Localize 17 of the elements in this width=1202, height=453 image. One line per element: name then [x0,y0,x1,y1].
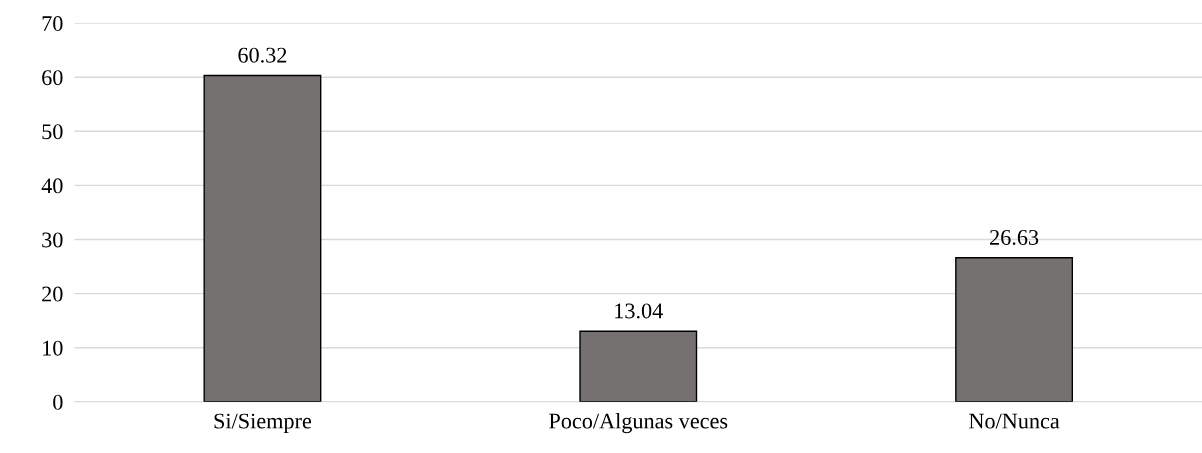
bar [579,330,698,402]
data-label: 13.04 [615,303,663,319]
bar [955,257,1074,402]
y-tick-label: 30 [42,232,63,248]
data-label: 26.63 [990,229,1039,245]
data-label: 60.32 [238,47,287,63]
y-tick-label: 40 [41,178,63,194]
x-tick-label: No/Nunca [969,413,1060,429]
y-tick-label: 20 [42,286,63,302]
y-tick-label: 50 [42,124,63,140]
x-tick-label: Poco/Algunas veces [549,412,728,434]
y-tick-label: 60 [42,70,63,86]
bar [203,74,322,402]
y-tick-label: 10 [43,340,63,356]
y-tick-label: 0 [53,394,63,410]
x-tick-label: Si/Siempre [214,413,312,434]
y-tick-label: 70 [42,16,63,32]
